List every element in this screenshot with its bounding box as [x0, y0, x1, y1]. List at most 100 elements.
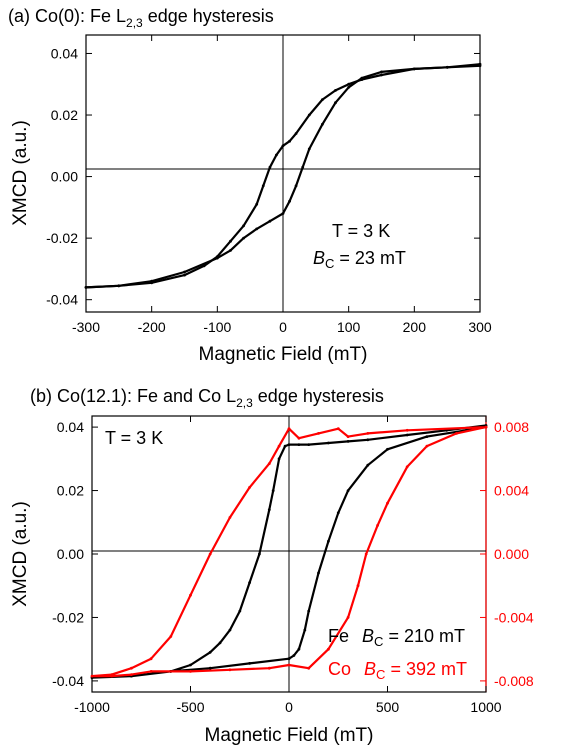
x-tick-label: 200 — [403, 319, 427, 335]
data-point — [229, 249, 232, 252]
data-point — [149, 670, 153, 673]
data-point — [405, 433, 409, 437]
data-point — [248, 486, 252, 489]
data-point — [386, 501, 389, 505]
data-point — [317, 432, 320, 435]
panel-b-title-subscript: 2,3 — [236, 396, 253, 410]
panel-b-fe-annotation: Fe BC = 210 mT — [328, 626, 465, 649]
panel-a-title: (a) Co(0): Fe L2,3 edge hysteresis — [8, 6, 274, 30]
x-tick-label: -1000 — [74, 699, 110, 715]
data-point — [229, 239, 232, 243]
y-tick-label: -0.02 — [46, 230, 78, 246]
data-point — [255, 227, 259, 231]
panel-b-co-annotation: Co BC = 392 mT — [328, 659, 467, 682]
data-point — [267, 462, 271, 465]
panel-b-co-gap — [351, 659, 356, 679]
data-point — [215, 256, 219, 260]
data-point — [347, 85, 351, 89]
data-point — [189, 663, 192, 667]
data-point — [301, 165, 305, 169]
data-point — [307, 666, 311, 670]
data-point — [261, 184, 265, 188]
data-point — [366, 463, 370, 467]
y-tick-label: -0.04 — [46, 292, 78, 308]
data-point — [208, 552, 212, 556]
data-point — [277, 444, 281, 448]
y-tick-label: -0.02 — [52, 609, 84, 625]
panel-a-coercive-subscript: C — [325, 256, 334, 271]
panel-a-title-subscript: 2,3 — [126, 16, 143, 30]
data-point — [327, 647, 330, 651]
data-point — [183, 273, 186, 277]
panel-a-title-suffix: edge hysteresis — [143, 6, 274, 26]
data-point — [307, 113, 311, 117]
data-point — [484, 425, 488, 429]
panel-b-fe-coercive-value: = 210 mT — [383, 626, 465, 646]
panel-a-curves — [84, 62, 482, 289]
data-point — [405, 465, 409, 469]
data-point — [255, 202, 259, 206]
data-point — [307, 609, 311, 613]
data-point — [334, 89, 337, 92]
series-ascending-curve-points — [84, 62, 482, 289]
data-point — [248, 581, 252, 584]
data-point — [228, 668, 232, 672]
data-point — [366, 438, 370, 442]
panel-b-fe-coercive-subscript: C — [374, 634, 383, 649]
data-point — [346, 435, 350, 438]
panel-b-title-suffix: edge hysteresis — [253, 386, 384, 406]
data-point — [150, 279, 154, 283]
x-tick-label: 0 — [285, 699, 293, 715]
series-ascending-curve — [84, 63, 482, 289]
data-point — [189, 670, 192, 673]
data-point — [281, 144, 285, 148]
panel-b-title-main: (b) Co(12.1): Fe and Co L — [30, 386, 236, 406]
data-point — [297, 436, 301, 440]
data-point — [208, 650, 212, 654]
data-point — [294, 184, 298, 188]
y-tick-label: 0.02 — [57, 483, 84, 499]
panel-b-y-ticks: -0.04 -0.02 0.00 0.02 0.04 — [52, 419, 98, 689]
data-point — [130, 673, 133, 676]
panel-a-coercive-field-annotation: BC = 23 mT — [313, 248, 406, 271]
right-y-tick-label: -0.004 — [494, 609, 534, 625]
data-point — [238, 609, 242, 613]
x-tick-label: -300 — [72, 319, 100, 335]
data-point — [268, 219, 272, 223]
data-point — [347, 82, 351, 86]
panel-b-right-y-ticks: -0.008 -0.004 0.000 0.004 0.008 — [480, 419, 534, 689]
panel-b-co-coercive-symbol: B — [364, 659, 376, 679]
data-point — [242, 236, 246, 240]
data-point — [376, 524, 379, 527]
x-tick-label: 0 — [279, 319, 287, 335]
data-point — [356, 584, 360, 588]
data-point — [149, 657, 153, 661]
data-point — [478, 62, 482, 66]
data-point — [346, 489, 350, 492]
data-point — [287, 657, 291, 661]
data-point — [288, 199, 291, 203]
panel-a-coercive-symbol: B — [313, 248, 325, 268]
right-y-tick-label: -0.008 — [494, 673, 534, 689]
data-point — [336, 427, 340, 431]
x-tick-label: 500 — [376, 699, 400, 715]
panel-a: (a) Co(0): Fe L2,3 edge hysteresis -300 -… — [8, 6, 492, 365]
y-tick-label: -0.04 — [52, 673, 84, 689]
data-point — [346, 616, 350, 619]
data-point — [360, 76, 364, 80]
data-point — [327, 539, 330, 543]
data-point — [287, 443, 291, 446]
x-tick-label: 1000 — [470, 699, 501, 715]
data-point — [117, 284, 121, 288]
data-point — [287, 427, 291, 431]
panel-b-y-axis-label: XMCD (a.u.) — [10, 501, 31, 607]
panel-b-x-axis-label: Magnetic Field (mT) — [205, 725, 374, 746]
data-point — [169, 635, 173, 638]
data-point — [455, 432, 458, 435]
data-point — [218, 641, 222, 645]
data-point — [294, 132, 298, 135]
panel-b: (b) Co(12.1): Fe and Co L2,3 edge hyster… — [10, 386, 534, 746]
data-point — [183, 270, 186, 274]
data-point — [307, 147, 311, 151]
